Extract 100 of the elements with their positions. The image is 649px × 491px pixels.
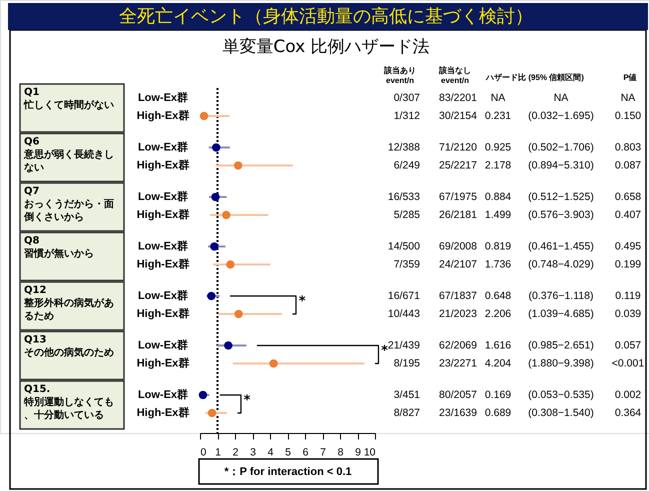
text: 0.819 bbox=[484, 240, 512, 252]
text: 0.925 bbox=[484, 142, 512, 154]
text: 0.039 bbox=[614, 308, 642, 320]
y-tick-label: High-Ex群 bbox=[136, 109, 190, 122]
text: 14/500 bbox=[388, 240, 420, 252]
text: 7/359 bbox=[394, 258, 420, 270]
text: 21/439 bbox=[388, 340, 420, 352]
text: 12/388 bbox=[388, 142, 420, 154]
text: NA bbox=[554, 92, 568, 104]
text: 67/1837 bbox=[439, 290, 478, 302]
text: * bbox=[381, 344, 388, 358]
text: 0.169 bbox=[484, 389, 512, 401]
text: おっくうだから・面倒くさいから bbox=[23, 199, 114, 223]
y-tick-label: Low-Ex群 bbox=[138, 190, 188, 203]
text: 23/2271 bbox=[439, 358, 478, 370]
chart-title: 全死亡イベント（身体活動量の高低に基づく検討） bbox=[119, 6, 533, 27]
text: (1.880−9.398) bbox=[528, 358, 594, 370]
y-tick-label: Low-Ex群 bbox=[138, 388, 188, 401]
text: 1.736 bbox=[484, 258, 512, 270]
text: 67/1975 bbox=[439, 191, 478, 203]
text: 23/1639 bbox=[439, 407, 478, 419]
text: 0.884 bbox=[484, 191, 512, 203]
text: (1.039−4.685) bbox=[528, 308, 594, 320]
text: 8/195 bbox=[394, 358, 420, 370]
text: 62/2069 bbox=[439, 340, 478, 352]
text: 0.803 bbox=[614, 142, 642, 154]
text: 24/2107 bbox=[439, 258, 478, 270]
y-tick-label: Low-Ex群 bbox=[138, 289, 188, 302]
text: (0.032−1.695) bbox=[528, 110, 594, 122]
text: 1/312 bbox=[394, 110, 420, 122]
text: 意思が弱く長続きしない bbox=[23, 148, 114, 174]
text: 3/451 bbox=[394, 389, 420, 401]
text: Q15. bbox=[24, 384, 50, 395]
y-tick-label: High-Ex群 bbox=[136, 208, 190, 221]
text: 21/2023 bbox=[439, 308, 478, 320]
text: 0.087 bbox=[614, 160, 642, 172]
text: NA bbox=[490, 92, 506, 104]
text: 0.199 bbox=[614, 258, 642, 270]
y-tick-label: High-Ex群 bbox=[136, 356, 190, 370]
y-tick-label: Low-Ex群 bbox=[138, 140, 188, 154]
text: Q1 bbox=[24, 87, 40, 98]
text: 71/2120 bbox=[439, 142, 478, 154]
text: 4.204 bbox=[484, 358, 512, 370]
text: 80/2057 bbox=[439, 389, 478, 401]
text: 0.648 bbox=[484, 290, 512, 302]
text: <0.001 bbox=[612, 358, 644, 370]
chart-subtitle: 単変量Cox 比例ハザード法 bbox=[222, 37, 430, 57]
text: 30/2154 bbox=[439, 110, 478, 122]
text: NA bbox=[620, 92, 636, 104]
y-tick-label: Low-Ex群 bbox=[138, 91, 188, 104]
x-tick-label: 6 bbox=[302, 446, 309, 458]
text: 5/285 bbox=[394, 209, 420, 221]
text: 該当なし event/n bbox=[438, 65, 471, 85]
y-tick-label: High-Ex群 bbox=[136, 406, 190, 419]
text: 0.119 bbox=[615, 290, 641, 302]
text: (0.376−1.118) bbox=[528, 290, 594, 302]
text: 8/827 bbox=[394, 407, 420, 419]
text: 26/2181 bbox=[439, 209, 478, 221]
text: 0.231 bbox=[484, 110, 512, 122]
text: 0/307 bbox=[394, 92, 420, 104]
x-tick-label: 9 bbox=[355, 446, 362, 458]
x-tick-label: 1 bbox=[215, 446, 222, 458]
text: 2.178 bbox=[484, 160, 512, 172]
text: 0.364 bbox=[614, 407, 642, 419]
text: 1.499 bbox=[484, 209, 512, 221]
x-tick-label: 5 bbox=[285, 446, 292, 458]
x-tick-label: 2 bbox=[232, 446, 239, 458]
text: (0.894−5.310) bbox=[528, 160, 594, 172]
text: 0.689 bbox=[484, 407, 512, 419]
text: 0.495 bbox=[614, 240, 642, 252]
text: 0.407 bbox=[614, 209, 642, 221]
annotation: * bbox=[298, 294, 306, 309]
text: 16/533 bbox=[388, 191, 420, 203]
text: 10/443 bbox=[388, 308, 420, 320]
annotation: * bbox=[244, 393, 251, 408]
y-tick-label: High-Ex群 bbox=[136, 258, 190, 270]
text: (0.308−1.540) bbox=[528, 407, 594, 419]
text: 該当あり event/n bbox=[383, 65, 416, 85]
y-tick-label: Low-Ex群 bbox=[138, 338, 188, 352]
text: (0.576−3.903) bbox=[528, 209, 594, 221]
text: Q7 bbox=[24, 186, 40, 197]
text: 16/671 bbox=[388, 290, 420, 302]
text: 0.002 bbox=[614, 389, 642, 401]
text: 0.658 bbox=[614, 191, 642, 203]
text: 69/2008 bbox=[439, 240, 478, 252]
text: 忙しくて時間がない bbox=[23, 99, 114, 111]
text: (0.502−1.706) bbox=[528, 142, 594, 154]
text: 6/249 bbox=[394, 160, 420, 172]
text: ハザード比 (95% 信頼区間) bbox=[485, 73, 584, 82]
text: *：P for interaction < 0.1 bbox=[224, 466, 352, 478]
text: 83/2201 bbox=[439, 92, 478, 104]
text: 25/2217 bbox=[439, 160, 478, 172]
y-tick-label: High-Ex群 bbox=[136, 307, 190, 320]
text: Q12 bbox=[24, 285, 46, 296]
text: 整形外科の病気があるため bbox=[23, 297, 114, 322]
x-tick-label: 3 bbox=[250, 446, 256, 458]
text: (0.053−0.535) bbox=[528, 389, 594, 401]
text: (0.748−4.029) bbox=[528, 258, 594, 270]
text: 0.150 bbox=[614, 110, 642, 122]
x-tick-label: 8 bbox=[338, 446, 344, 458]
